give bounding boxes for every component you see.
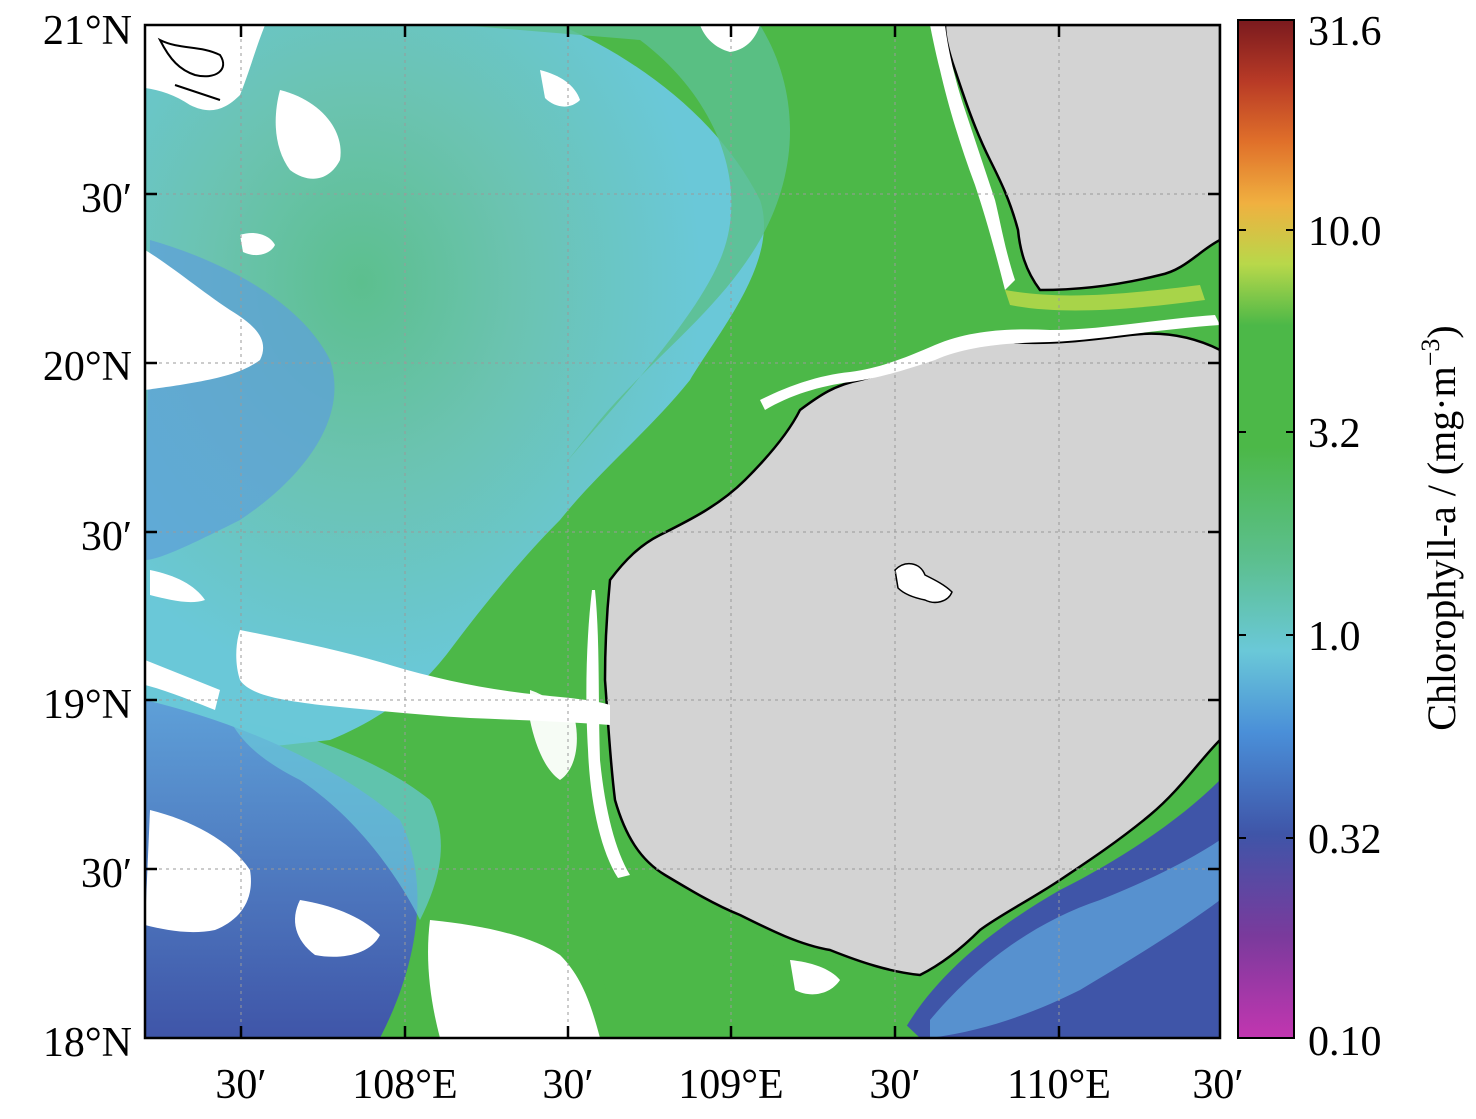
- cloud-patch-small-2: [150, 570, 205, 603]
- cloud-patch-north-2: [700, 25, 760, 52]
- lat-tick-label: 18°N: [43, 1020, 132, 1066]
- lon-tick-label: 30′: [869, 1062, 920, 1108]
- colorbar-tick-label: 10.0: [1308, 209, 1382, 255]
- colorbar-tick-label: 0.10: [1308, 1019, 1382, 1065]
- colorbar-title-close: ): [1419, 325, 1464, 338]
- lat-tick-label: 30′: [81, 176, 132, 222]
- lon-tick-label: 109°E: [678, 1062, 783, 1108]
- coastline-northwest: [157, 37, 225, 101]
- southeast-blue-band: [930, 840, 1220, 1038]
- cloud-patch-south-1: [295, 900, 380, 957]
- hainan-north-cloud: [760, 315, 1220, 410]
- colorbar-title: Chlorophyll-a / (mg·m−3): [1416, 325, 1464, 730]
- cloud-patch-south-2: [428, 920, 600, 1038]
- hainan-reservoir: [894, 563, 953, 604]
- coastal-highlight-leizhou: [1005, 285, 1205, 311]
- lon-tick-label: 30′: [1192, 1062, 1243, 1108]
- southwest-cyan-band: [230, 720, 441, 920]
- colorbar-tick-label: 3.2: [1308, 411, 1361, 457]
- colorbar-tick-labels: 31.6 10.0 3.2 1.0 0.32 0.10: [1308, 9, 1382, 1065]
- cloud-patch-north: [540, 70, 580, 107]
- cloud-band-west: [145, 660, 220, 710]
- land-northwest: [145, 25, 265, 111]
- hainan-west-cloud: [586, 590, 630, 878]
- lon-tick-labels: 30′ 108°E 30′ 109°E 30′ 110°E 30′: [215, 1062, 1243, 1108]
- map-plot-area: [145, 25, 1220, 1038]
- offshore-water: [145, 25, 764, 760]
- lat-tick-label: 30′: [81, 514, 132, 560]
- lon-tick-label: 110°E: [1007, 1062, 1111, 1108]
- lat-tick-label: 20°N: [43, 344, 132, 390]
- colorbar-tick-label: 1.0: [1308, 614, 1361, 660]
- cloud-patch-southwest: [145, 810, 251, 933]
- lon-tick-label: 108°E: [352, 1062, 457, 1108]
- cloud-patch-east-band: [530, 690, 577, 780]
- land-leizhou-peninsula: [943, 25, 1220, 292]
- leizhou-cloud-fringe: [930, 25, 1015, 290]
- colorbar: [1237, 19, 1295, 1039]
- colorbar-tick-label: 31.6: [1308, 9, 1382, 55]
- lat-tick-label: 30′: [81, 851, 132, 897]
- colorbar-title-main: Chlorophyll-a / (mg·m: [1419, 366, 1464, 730]
- coastal-green-south: [560, 730, 920, 1038]
- tick-marks: [145, 25, 1220, 1038]
- colorbar-title-exponent: −3: [1416, 339, 1445, 367]
- cloud-patch-west: [145, 250, 264, 390]
- lon-tick-label: 30′: [542, 1062, 593, 1108]
- lon-tick-label: 30′: [215, 1062, 266, 1108]
- cloud-patch-nw: [275, 90, 341, 179]
- land-hainan-island: [603, 332, 1220, 977]
- cloud-patch-small-1: [240, 233, 275, 256]
- lat-tick-label: 19°N: [43, 682, 132, 728]
- colorbar-tick-label: 0.32: [1308, 817, 1382, 863]
- lat-tick-label: 21°N: [43, 8, 132, 54]
- colorbar-ticks: [1238, 229, 1294, 839]
- lat-tick-labels: 21°N 30′ 20°N 30′ 19°N 30′ 18°N: [43, 8, 132, 1066]
- graticule: [145, 25, 1220, 1038]
- cloud-patch-south-3: [790, 960, 840, 995]
- transition-band: [460, 25, 790, 470]
- cloud-band-middle: [236, 630, 610, 725]
